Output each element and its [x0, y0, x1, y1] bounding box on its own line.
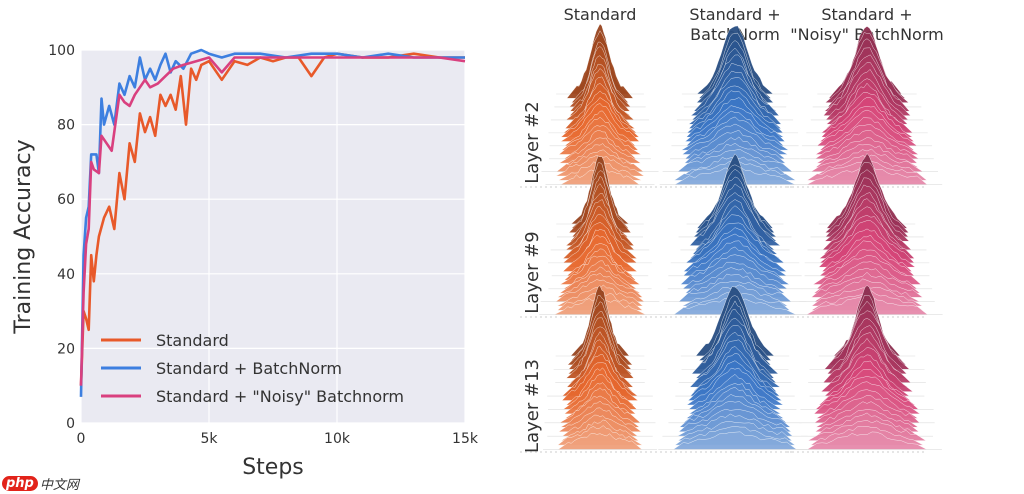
- x-tick-label: 0: [77, 431, 86, 447]
- plot-background: [81, 50, 465, 423]
- column-title: Standard +: [821, 5, 912, 24]
- watermark: php 中文网: [2, 474, 79, 493]
- ridgeline-panel: [787, 26, 943, 188]
- x-tick-label: 15k: [452, 431, 479, 447]
- row-label: Layer #2: [522, 101, 543, 183]
- ridge: [557, 433, 643, 450]
- ridge: [806, 431, 927, 450]
- y-tick-label: 100: [48, 43, 75, 59]
- row-label: Layer #13: [522, 359, 543, 453]
- ridgeline-panel: [520, 23, 660, 188]
- ridgeline-panel: [787, 285, 942, 453]
- ridge: [672, 431, 798, 450]
- y-axis-label: Training Accuracy: [11, 139, 36, 334]
- ridgeline-panel: [520, 155, 661, 318]
- column-title: Standard: [564, 5, 637, 24]
- x-axis-label: Steps: [242, 455, 304, 480]
- y-tick-label: 0: [66, 416, 75, 432]
- watermark-text: 中文网: [39, 478, 79, 493]
- series-line-2: [79, 56, 466, 386]
- row-label: Layer #9: [522, 231, 543, 313]
- x-tick-label: 10k: [324, 431, 351, 447]
- ridgeline-panel: [655, 25, 811, 188]
- y-tick-label: 80: [57, 118, 75, 134]
- ridgeline-panel: [655, 286, 812, 453]
- legend-label: Standard + "Noisy" Batchnorm: [156, 387, 404, 406]
- legend-label: Standard + BatchNorm: [156, 359, 342, 378]
- legend-label: Standard: [156, 331, 229, 350]
- y-tick-label: 40: [57, 267, 75, 283]
- series-line-0: [79, 52, 465, 386]
- ridgeline-panel: [520, 285, 660, 453]
- y-tick-label: 60: [57, 192, 75, 208]
- y-tick-label: 20: [57, 341, 75, 357]
- watermark-logo: php: [2, 476, 38, 491]
- column-title: Standard +: [689, 5, 780, 24]
- x-tick-label: 5k: [200, 431, 218, 447]
